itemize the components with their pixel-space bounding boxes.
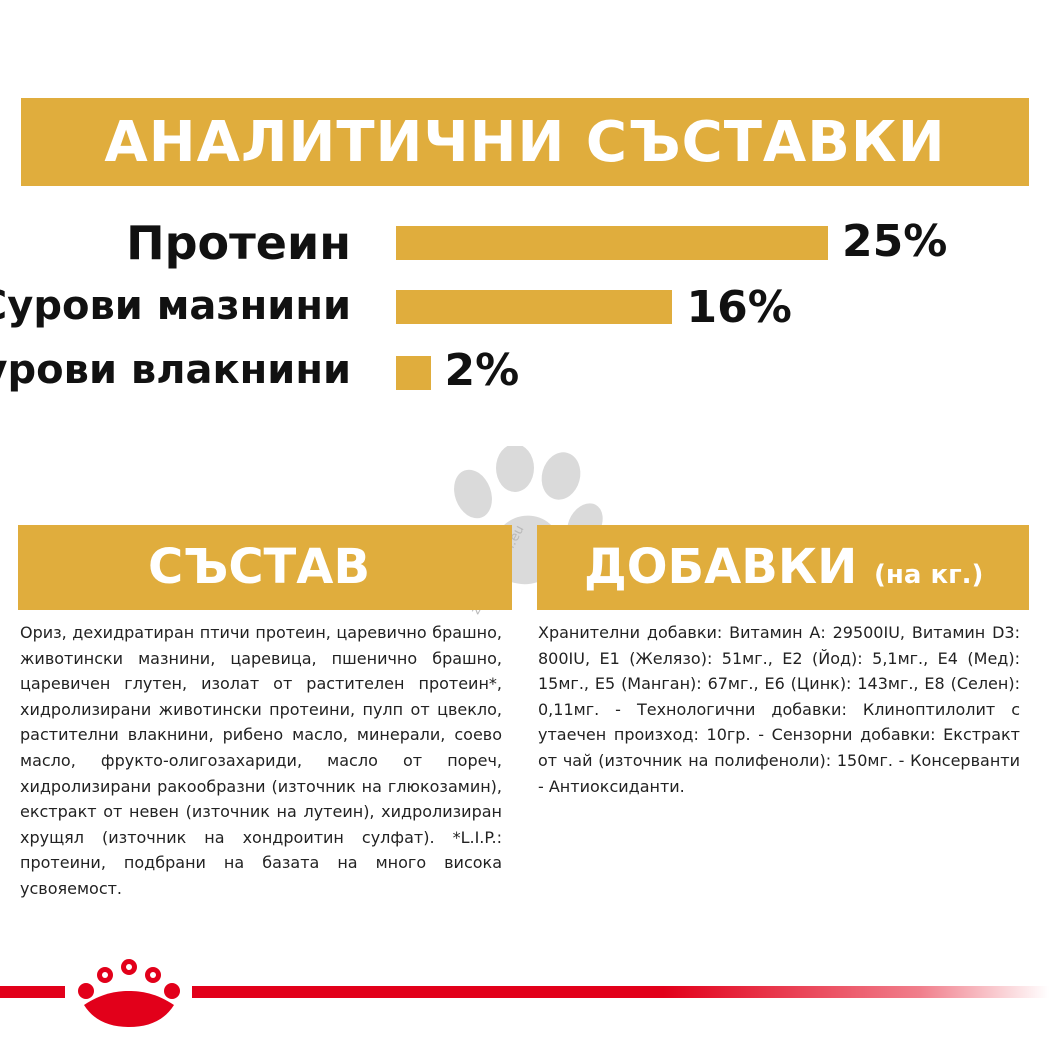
bar-fat [396,290,673,324]
footer-line-right [192,986,1049,998]
row-label-protein: Протеин [126,216,351,270]
value-fiber: 2% [444,345,520,396]
bar-fiber [396,356,431,390]
crown-logo-icon [78,959,180,1027]
additives-subtitle: (на кг.) [874,560,984,590]
additives-title-wrap: ДОБАВКИ (на кг.) [584,539,983,595]
additives-title: ДОБАВКИ [584,539,858,595]
composition-header: СЪСТАВ [18,525,512,610]
value-fat: 16% [686,282,792,333]
composition-text: Ориз, дехидратиран птичи протеин, цареви… [20,623,502,898]
additives-text: Хранителни добавки: Витамин А: 29500IU, … [538,623,1020,796]
composition-title: СЪСТАВ [148,539,371,595]
footer-line-left [0,986,65,998]
value-protein: 25% [842,216,948,267]
analytical-title: АНАЛИТИЧНИ СЪСТАВКИ [104,110,946,175]
row-label-fat: Сурови мазнини [0,283,351,329]
bar-protein [396,226,828,260]
additives-header: ДОБАВКИ (на кг.) [537,525,1029,610]
composition-divider [507,525,512,609]
analytical-banner: АНАЛИТИЧНИ СЪСТАВКИ [21,98,1029,186]
row-label-fiber: Сурови влакнини [0,347,351,393]
